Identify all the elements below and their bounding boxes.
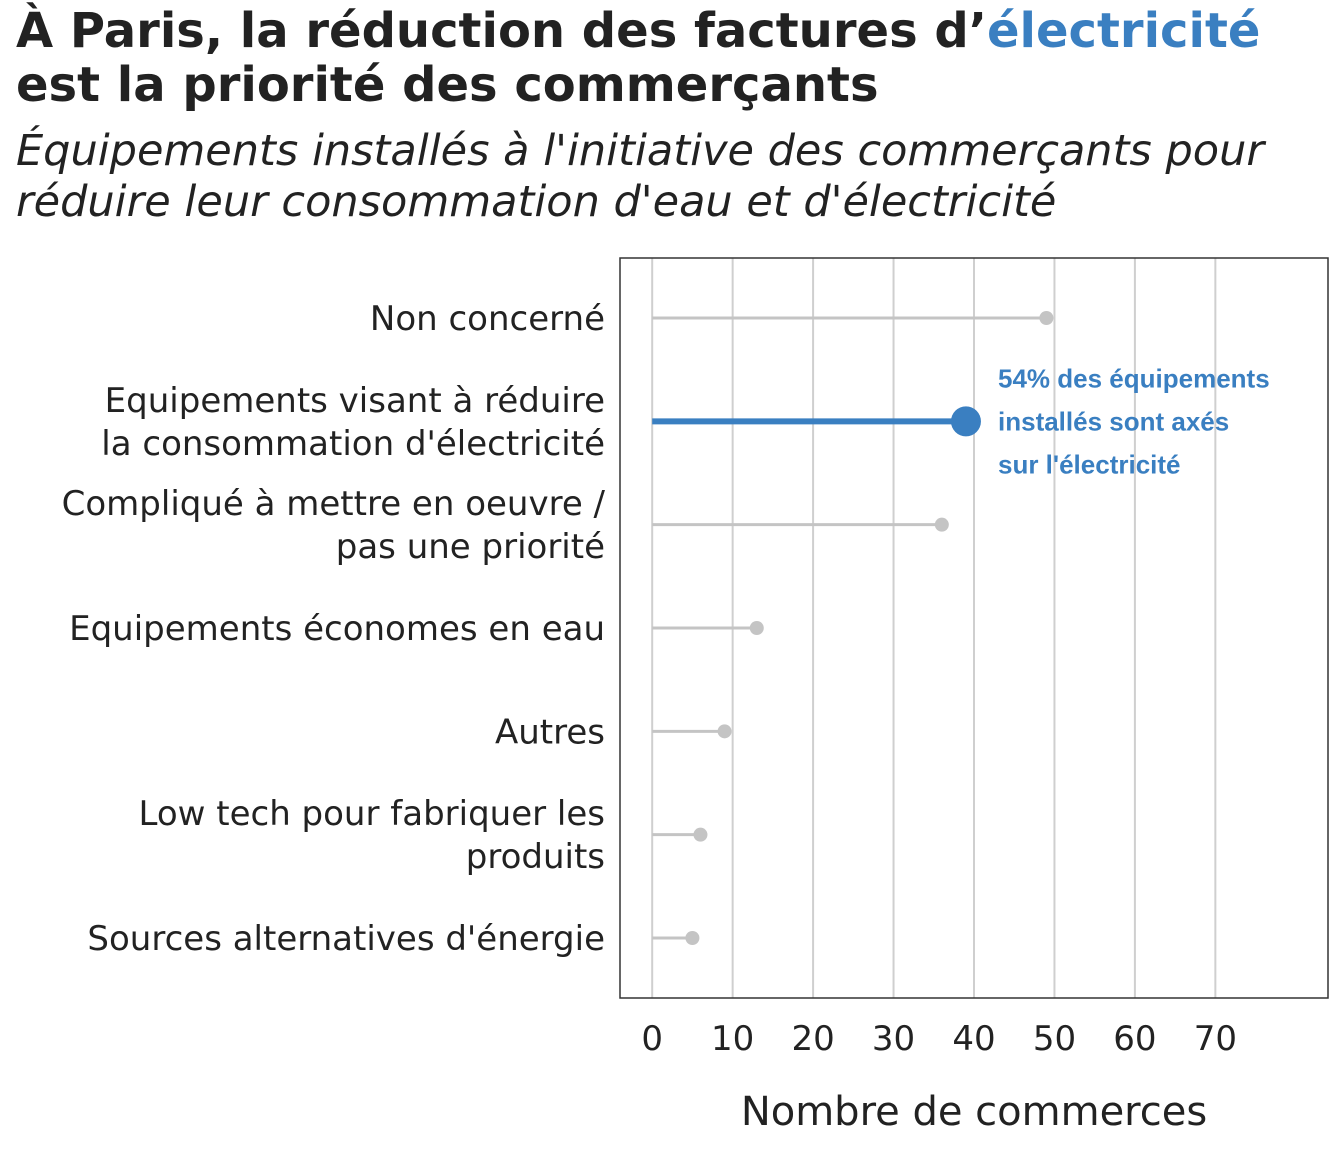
category-label-line: Compliqué à mettre en oeuvre / [62, 484, 606, 524]
category-label: Equipements visant à réduire la consommat… [101, 381, 605, 464]
category-label: Compliqué à mettre en oeuvre / pas une pr… [62, 484, 606, 567]
lollipop-dot-highlight [950, 406, 981, 437]
subtitle-line2: réduire leur consommation d'eau et d'éle… [16, 177, 1057, 227]
category-label-line: Equipements visant à réduire [105, 381, 605, 421]
title-highlight: électricité [986, 3, 1261, 59]
chart-subtitle: Équipements installés à l'initiative des… [16, 126, 1336, 228]
chart-title: À Paris, la réduction des factures d’éle… [16, 4, 1336, 112]
annotation-line: installés sont axés [998, 406, 1229, 436]
x-tick-label: 30 [872, 1019, 915, 1059]
category-label-line: Non concerné [370, 299, 605, 339]
plot-panel-border [619, 257, 1329, 999]
annotation-text: 54% des équipements installés sont axés su… [998, 363, 1270, 479]
lollipop-dot [685, 931, 700, 945]
x-tick-label: 60 [1113, 1019, 1156, 1059]
annotation: 54% des équipements installés sont axés su… [998, 363, 1270, 479]
title-line1-prefix: À Paris, la réduction des factures d’ [16, 3, 987, 59]
lollipop-dot [1039, 311, 1054, 325]
category-label: Equipements économes en eau [69, 609, 605, 649]
x-tick-label: 10 [711, 1019, 754, 1059]
lollipop-dot [717, 724, 732, 739]
category-label-line: Sources alternatives d'énergie [87, 919, 605, 959]
category-label: Low tech pour fabriquer les produits [138, 794, 605, 877]
category-label: Autres [495, 712, 605, 752]
x-tick-label: 40 [952, 1019, 995, 1059]
x-tick-layer: 0 10 20 30 40 50 60 70 [641, 1019, 1237, 1059]
lollipop-dot [749, 621, 764, 635]
stem-layer [652, 311, 1054, 945]
category-label: Sources alternatives d'énergie [87, 919, 605, 959]
x-tick-label: 70 [1194, 1019, 1237, 1059]
category-label-line: Autres [495, 712, 605, 752]
annotation-line: 54% des équipements [998, 363, 1270, 393]
lollipop-dot [934, 517, 949, 532]
annotation-line: sur l'électricité [998, 449, 1181, 479]
category-label-line: Equipements économes en eau [69, 609, 605, 649]
x-axis-title: Nombre de commerces [741, 1089, 1207, 1135]
category-label-layer: Non concerné Equipements visant à réduire… [62, 299, 606, 959]
lollipop-dot [693, 827, 708, 842]
x-tick-label: 20 [791, 1019, 834, 1059]
category-label-line: pas une priorité [336, 527, 605, 567]
title-line2: est la priorité des commerçants [16, 57, 879, 113]
x-tick-label: 50 [1033, 1019, 1076, 1059]
category-label-line: produits [466, 837, 605, 877]
category-label: Non concerné [370, 299, 605, 339]
x-tick-label: 0 [641, 1019, 663, 1059]
category-label-line: Low tech pour fabriquer les [138, 794, 605, 834]
subtitle-line1: Équipements installés à l'initiative des… [16, 126, 1265, 176]
category-label-line: la consommation d'électricité [101, 424, 605, 464]
